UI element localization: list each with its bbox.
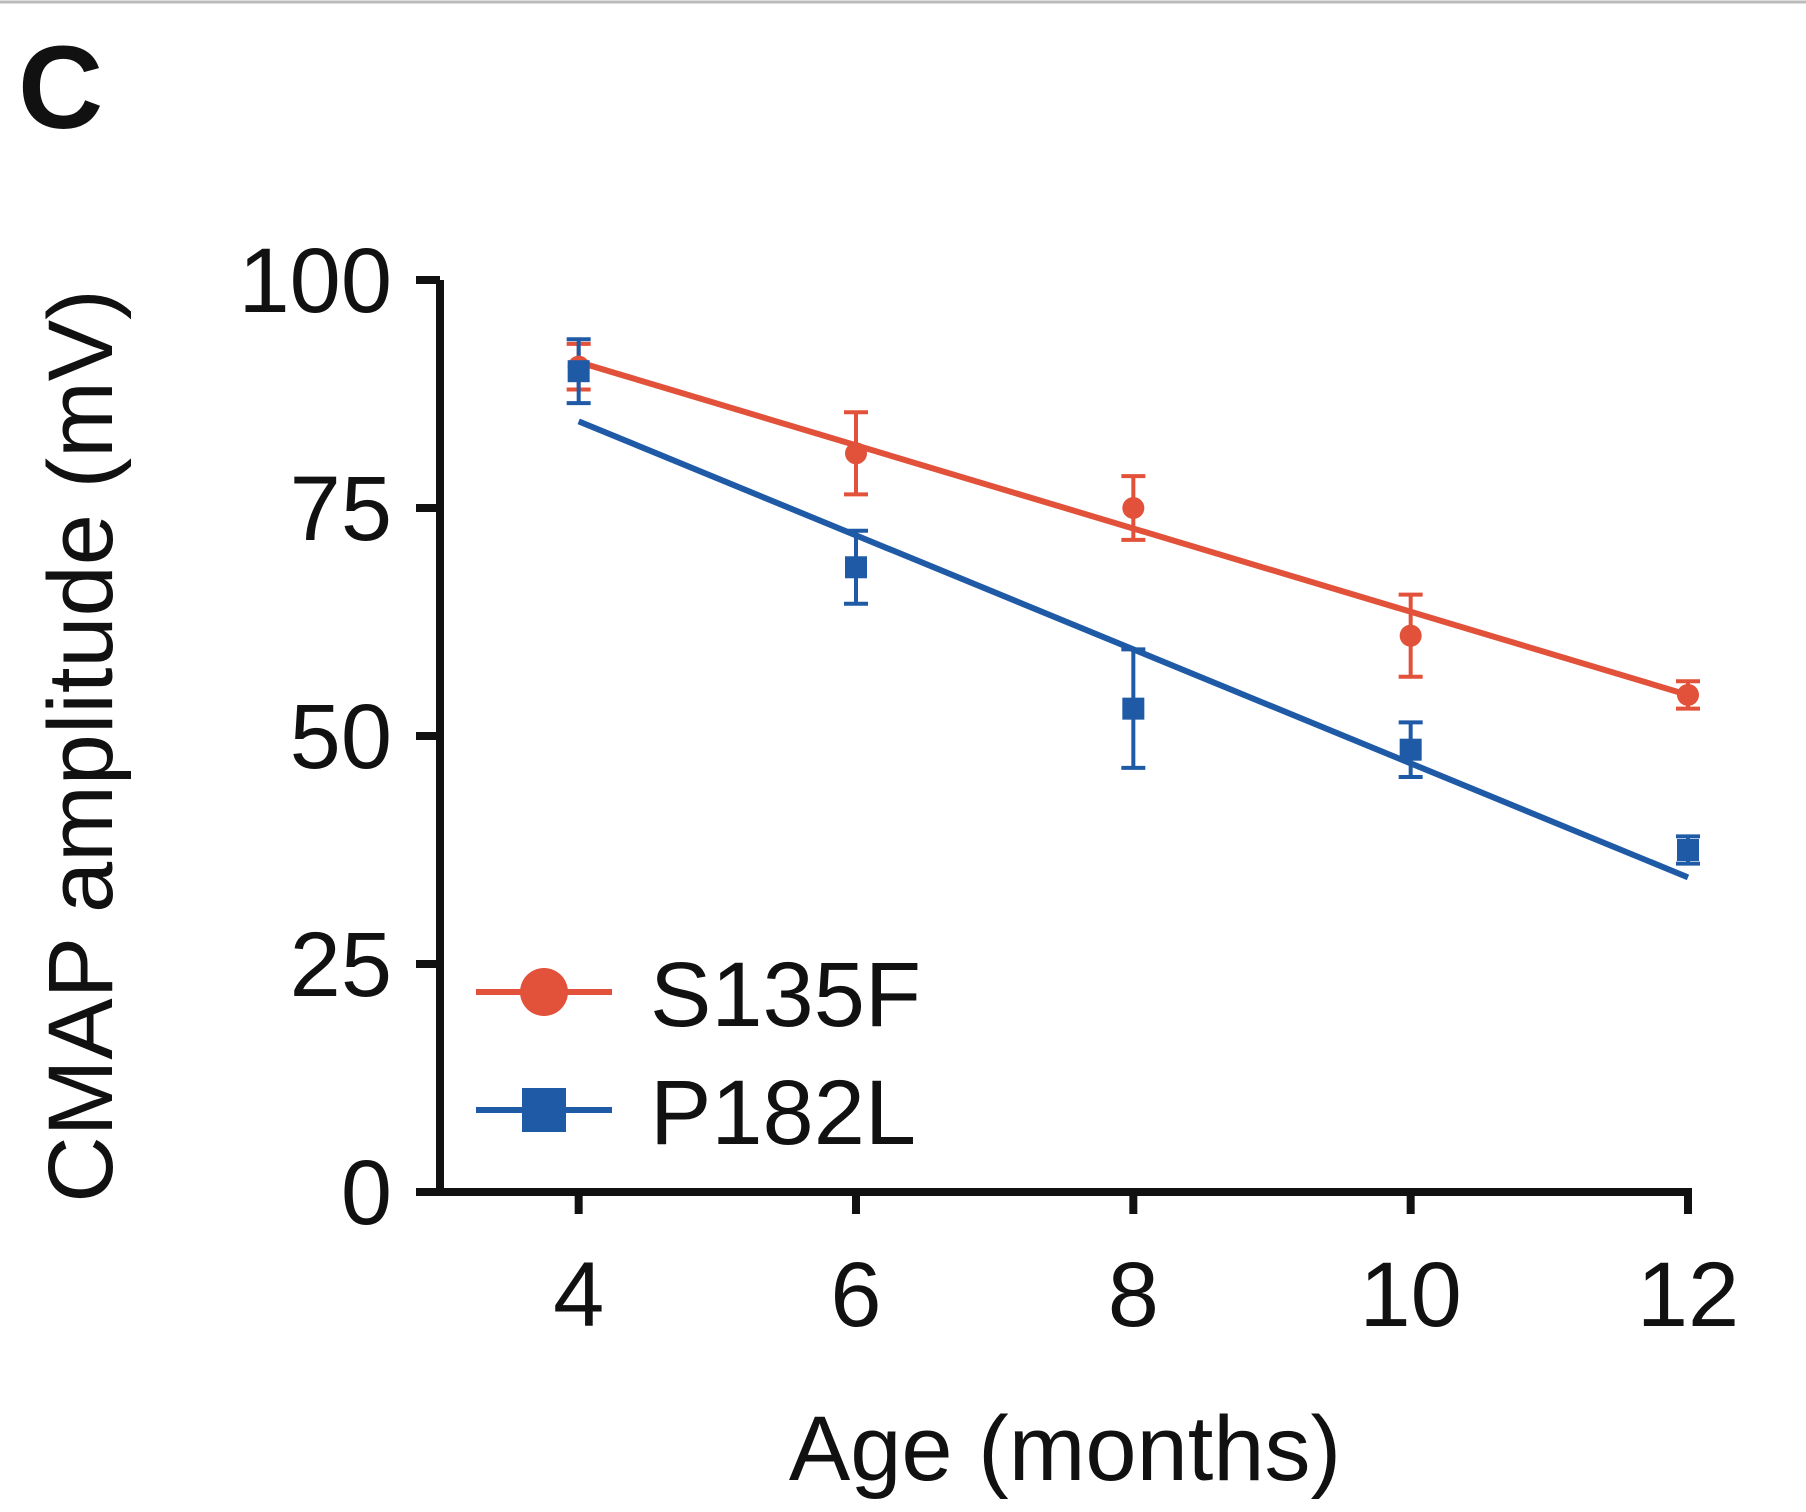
legend-marker-p182l <box>522 1088 566 1132</box>
fit-lines <box>577 359 1690 881</box>
legend-item-p182l: P182L <box>476 1062 916 1164</box>
legend-label-p182l: P182L <box>650 1062 916 1164</box>
y-axis-title: CMAP amplitude (mV) <box>30 289 132 1202</box>
point-p182l-6 <box>845 556 867 579</box>
y-tick-label-100: 100 <box>239 230 393 332</box>
error-bars <box>566 337 1700 866</box>
point-s135f-10 <box>1399 624 1422 647</box>
point-s135f-6 <box>845 442 867 465</box>
legend-marker-s135f <box>520 968 568 1016</box>
point-p182l-8 <box>1122 697 1145 720</box>
legend: S135F P182L <box>476 944 921 1164</box>
axes <box>416 276 1692 1214</box>
point-p182l-12 <box>1677 839 1699 861</box>
y-tick-label-0: 0 <box>341 1142 392 1244</box>
legend-item-s135f: S135F <box>476 944 921 1046</box>
point-p182l-10 <box>1399 738 1422 761</box>
x-tick-label-10: 10 <box>1359 1244 1461 1346</box>
point-p182l-4 <box>567 360 590 383</box>
y-tick-label-75: 75 <box>290 458 392 560</box>
point-s135f-8 <box>1122 497 1145 519</box>
x-tick-label-6: 6 <box>830 1244 881 1346</box>
data-markers <box>567 355 1699 861</box>
legend-label-s135f: S135F <box>650 944 921 1046</box>
x-axis-title: Age (months) <box>789 1398 1341 1500</box>
point-s135f-12 <box>1677 683 1699 706</box>
x-tick-label-4: 4 <box>553 1244 604 1346</box>
y-tick-label-25: 25 <box>290 914 392 1016</box>
panel-label: C <box>18 22 103 154</box>
y-tick-label-50: 50 <box>290 686 392 788</box>
x-tick-label-12: 12 <box>1637 1244 1739 1346</box>
x-tick-label-8: 8 <box>1108 1244 1159 1346</box>
tick-labels: 0 25 50 75 100 4 6 8 10 12 <box>239 230 1740 1346</box>
